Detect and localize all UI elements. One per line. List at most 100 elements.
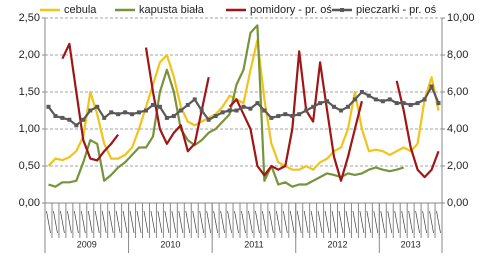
series-marker xyxy=(185,102,190,107)
month-label-stub xyxy=(408,210,414,234)
month-label-stub xyxy=(206,210,212,234)
series-marker xyxy=(408,102,413,107)
series-marker xyxy=(95,104,100,109)
series-marker xyxy=(283,112,288,117)
month-label-stub xyxy=(220,210,225,234)
series-line xyxy=(48,24,405,188)
series-marker xyxy=(164,115,169,120)
month-label-stub xyxy=(143,210,149,234)
series-marker xyxy=(311,104,316,109)
legend-label: pieczarki - pr. oś xyxy=(356,4,437,16)
year-label: 2010 xyxy=(160,239,180,249)
month-label-stub xyxy=(178,210,184,234)
month-label-stub xyxy=(248,210,253,234)
series-marker xyxy=(422,97,427,102)
month-label-stub xyxy=(115,210,121,234)
series-marker xyxy=(373,97,378,102)
month-label-stub xyxy=(80,210,86,234)
month-label-stub xyxy=(255,210,260,234)
series-marker xyxy=(178,108,183,113)
series-marker xyxy=(109,110,114,115)
series-marker xyxy=(123,110,128,115)
month-label-stub xyxy=(415,210,420,234)
month-label-stub xyxy=(380,210,386,234)
series-marker xyxy=(332,104,337,109)
legend-label: cebula xyxy=(64,4,97,16)
series-marker xyxy=(387,97,392,102)
y-tick-label: 0,50 xyxy=(19,160,40,172)
month-label-stub xyxy=(192,210,198,234)
month-label-stub xyxy=(136,210,142,234)
month-label-stub xyxy=(359,210,365,234)
series-marker xyxy=(429,84,434,89)
series-marker xyxy=(88,108,93,113)
month-label-stub xyxy=(352,210,358,234)
series-line xyxy=(47,39,440,171)
month-label-stub xyxy=(394,210,400,234)
y2-tick-label: 8,00 xyxy=(447,49,468,61)
month-label-stub xyxy=(150,210,156,234)
month-label-stub xyxy=(227,210,232,234)
y-tick-label: 2,50 xyxy=(19,12,40,24)
y2-tick-label: 10,00 xyxy=(447,12,475,24)
series-marker xyxy=(46,104,51,109)
series-marker xyxy=(248,106,253,111)
series-line xyxy=(61,42,440,182)
series-marker xyxy=(102,115,107,120)
month-label-stub xyxy=(171,210,177,234)
series-marker xyxy=(318,101,323,106)
series-marker xyxy=(192,97,197,102)
month-label-stub xyxy=(345,210,351,234)
series-marker xyxy=(171,114,176,119)
series-marker xyxy=(81,117,86,122)
series-marker xyxy=(380,99,385,104)
month-label-stub xyxy=(73,210,79,234)
month-label-stub xyxy=(275,210,281,234)
month-label-stub xyxy=(422,210,427,234)
month-label-stub xyxy=(122,210,128,234)
month-label-stub xyxy=(164,210,170,234)
month-label-stub xyxy=(331,210,337,234)
month-label-stub xyxy=(310,210,316,234)
series-marker xyxy=(262,108,267,113)
month-label-stub xyxy=(213,210,218,234)
month-label-stub xyxy=(303,210,309,234)
month-label-stub xyxy=(269,210,274,234)
series-marker xyxy=(401,101,406,106)
series-marker xyxy=(199,108,204,113)
series-marker xyxy=(234,108,239,113)
series-marker xyxy=(297,112,302,117)
month-label-stub xyxy=(241,210,246,234)
series-marker xyxy=(213,114,218,119)
month-label-stub xyxy=(436,210,441,234)
series-marker xyxy=(290,114,295,119)
month-label-stub xyxy=(401,210,407,234)
month-label-stub xyxy=(46,210,51,234)
month-label-stub xyxy=(60,210,65,234)
month-label-stub xyxy=(108,210,114,234)
series-marker xyxy=(325,99,330,104)
y2-tick-label: 4,00 xyxy=(447,123,468,135)
month-label-stub xyxy=(317,210,323,234)
month-label-stub xyxy=(185,210,191,234)
legend-label: pomidory - pr. oś xyxy=(250,4,332,16)
month-label-stub xyxy=(199,210,205,234)
series-marker xyxy=(67,117,72,122)
series-marker xyxy=(339,108,344,113)
month-label-stub xyxy=(53,210,58,234)
month-label-stub xyxy=(338,210,344,234)
month-label-stub xyxy=(94,210,100,234)
legend-marker xyxy=(340,8,344,12)
month-label-stub xyxy=(429,210,434,234)
series-marker xyxy=(366,93,371,98)
series-marker xyxy=(394,101,399,106)
y2-tick-label: 0,00 xyxy=(447,197,468,209)
series-marker xyxy=(255,101,260,106)
series-marker xyxy=(304,108,309,113)
month-label-stub xyxy=(366,210,372,234)
y2-tick-label: 2,00 xyxy=(447,160,468,172)
month-label-stub xyxy=(282,210,288,234)
month-label-stub xyxy=(129,210,135,234)
series-marker xyxy=(116,112,121,117)
